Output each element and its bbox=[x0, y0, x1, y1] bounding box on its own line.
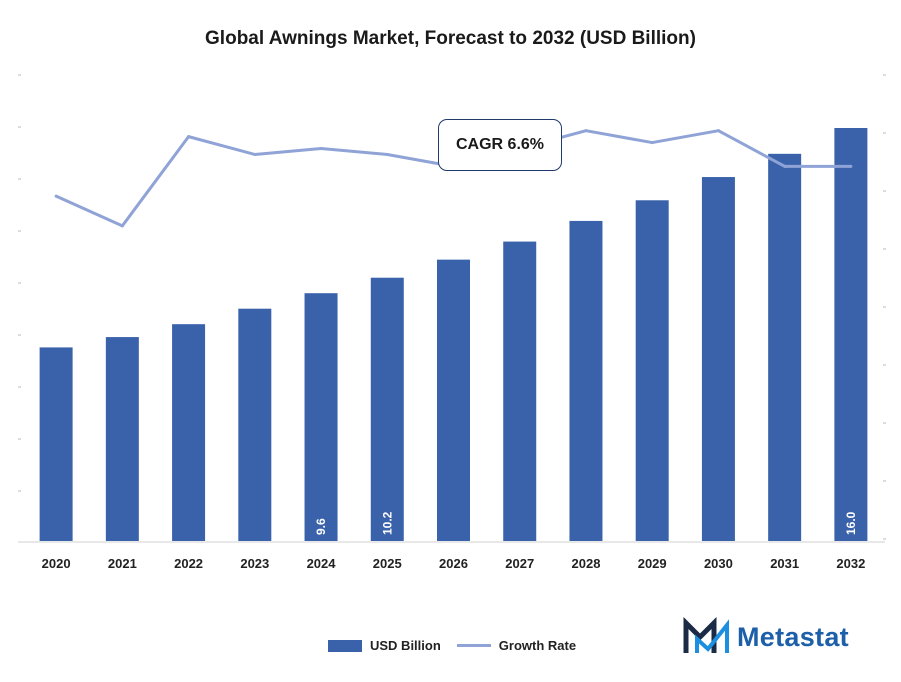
growth-point-2032 bbox=[849, 164, 853, 168]
data-label-2025: 10.2 bbox=[380, 511, 394, 535]
cagr-annotation: CAGR 6.6% bbox=[438, 119, 562, 171]
chart-title: Global Awnings Market, Forecast to 2032 … bbox=[205, 28, 696, 49]
bar-2024 bbox=[304, 293, 338, 541]
bar-2023 bbox=[238, 308, 272, 541]
legend-swatch-line bbox=[456, 644, 491, 647]
data-labels: 9.6 10.2 16.0 bbox=[314, 511, 858, 535]
x-tick-2030: 2030 bbox=[704, 556, 733, 571]
growth-point-2025 bbox=[385, 152, 389, 156]
x-tick-2027: 2027 bbox=[505, 556, 534, 571]
bar-2026 bbox=[437, 259, 470, 541]
x-tick-2024: 2024 bbox=[307, 556, 337, 571]
data-label-2024: 9.6 bbox=[314, 518, 328, 535]
x-tick-2029: 2029 bbox=[638, 556, 667, 571]
growth-point-2029 bbox=[650, 141, 654, 145]
bar-2022 bbox=[172, 324, 206, 541]
growth-point-2030 bbox=[716, 129, 720, 133]
legend-label-usd-billion: USD Billion bbox=[370, 638, 441, 653]
growth-point-2023 bbox=[253, 152, 257, 156]
legend-item-usd-billion: USD Billion bbox=[328, 638, 441, 653]
growth-point-2024 bbox=[319, 147, 323, 151]
growth-point-2031 bbox=[783, 164, 787, 168]
bar-2028 bbox=[569, 220, 603, 542]
legend-swatch-bar bbox=[328, 639, 362, 652]
legend: USD Billion Growth Rate bbox=[328, 638, 592, 653]
x-tick-2026: 2026 bbox=[439, 556, 468, 571]
x-tick-labels: 2020 2021 2022 2023 2024 2025 2026 2027 2028 2029… bbox=[42, 556, 866, 571]
x-tick-2031: 2031 bbox=[770, 556, 799, 571]
x-tick-2025: 2025 bbox=[373, 556, 402, 571]
bar-2021 bbox=[105, 337, 139, 541]
x-tick-2023: 2023 bbox=[240, 556, 269, 571]
bar-2027 bbox=[503, 241, 537, 541]
x-tick-2021: 2021 bbox=[108, 556, 137, 571]
axes bbox=[18, 74, 886, 543]
metastat-logo-icon bbox=[683, 617, 729, 653]
legend-item-growth-rate: Growth Rate bbox=[456, 638, 577, 653]
metastat-logo: Metastat bbox=[683, 617, 849, 657]
x-tick-2022: 2022 bbox=[174, 556, 203, 571]
growth-point-2022 bbox=[187, 135, 191, 139]
x-tick-2032: 2032 bbox=[836, 556, 865, 571]
data-label-2032: 16.0 bbox=[844, 511, 858, 535]
logo-text: Metastat bbox=[737, 621, 849, 652]
growth-point-2021 bbox=[120, 224, 124, 228]
x-tick-2028: 2028 bbox=[572, 556, 601, 571]
bar-2029 bbox=[635, 200, 669, 541]
x-tick-2020: 2020 bbox=[42, 556, 71, 571]
legend-label-growth-rate: Growth Rate bbox=[498, 638, 577, 653]
growth-point-2028 bbox=[584, 129, 588, 133]
bar-2030 bbox=[701, 177, 735, 541]
bar-2025 bbox=[370, 277, 404, 541]
bars bbox=[39, 128, 868, 542]
bar-2032 bbox=[834, 128, 868, 541]
bar-2031 bbox=[768, 153, 802, 541]
bar-2020 bbox=[39, 347, 73, 541]
growth-point-2020 bbox=[54, 194, 58, 198]
